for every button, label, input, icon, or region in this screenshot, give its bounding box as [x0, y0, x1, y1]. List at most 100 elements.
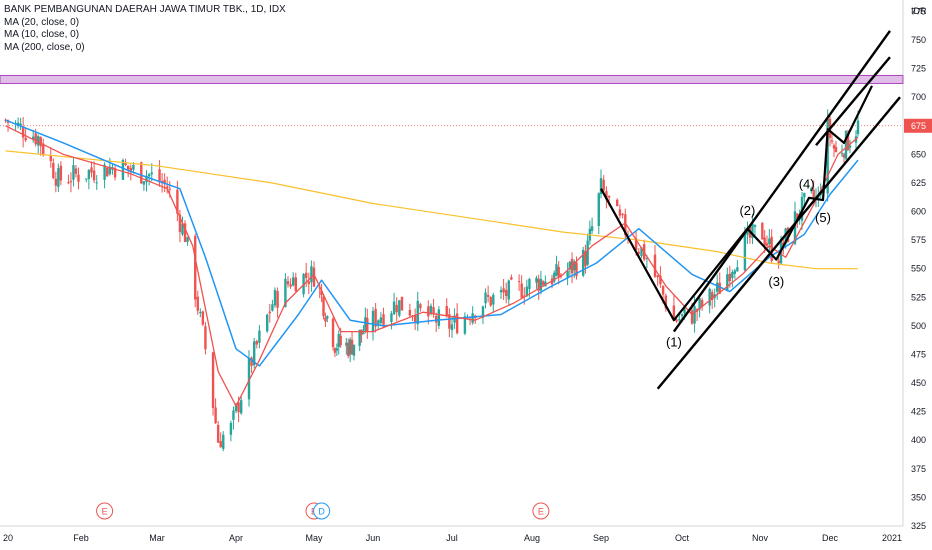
- candle-body: [222, 434, 225, 449]
- candle-body: [57, 168, 60, 187]
- candle-body: [194, 236, 197, 300]
- event-marker-4: [532, 502, 550, 520]
- candle-body: [445, 306, 448, 316]
- candle-body: [842, 154, 846, 158]
- candle-body: [535, 277, 538, 283]
- candle-body: [844, 131, 848, 159]
- price-tick: 700: [911, 92, 926, 102]
- candle-body: [786, 227, 790, 243]
- candle-body: [337, 334, 340, 348]
- candle-body: [147, 174, 151, 177]
- candle-body: [653, 254, 657, 277]
- event-marker-3: [313, 502, 331, 520]
- candle-body: [21, 126, 25, 138]
- price-tick: 350: [911, 492, 926, 502]
- candle-body: [832, 145, 836, 149]
- candle-body: [568, 261, 572, 270]
- candle-body: [416, 300, 419, 325]
- channel-line-1: [672, 30, 891, 333]
- price-tick: 750: [911, 35, 926, 45]
- candle-body: [307, 281, 310, 285]
- candle-body: [183, 223, 187, 242]
- time-tick: Jul: [446, 533, 458, 543]
- candle-body: [541, 281, 545, 285]
- candle-body: [377, 320, 380, 326]
- candle-body: [276, 291, 279, 308]
- candle-body: [126, 165, 130, 170]
- price-tick: 625: [911, 178, 926, 188]
- candle-body: [326, 316, 329, 319]
- candle-body: [320, 290, 323, 295]
- candle-body: [602, 179, 605, 191]
- candle-body: [374, 308, 377, 327]
- candle-body: [211, 352, 215, 408]
- time-tick: Jun: [366, 533, 381, 543]
- candle-body: [834, 147, 838, 152]
- candle-body: [624, 214, 627, 236]
- candle-body: [675, 319, 678, 322]
- candle-body: [489, 296, 492, 306]
- price-tick: 450: [911, 378, 926, 388]
- candle-body: [253, 341, 256, 366]
- wave-label-2: (2): [739, 203, 755, 218]
- candle-body: [607, 195, 611, 198]
- candle-body: [763, 237, 766, 246]
- candle-body: [103, 164, 106, 180]
- candle-body: [544, 281, 547, 287]
- candle-body: [796, 213, 799, 221]
- candle-body: [347, 342, 350, 356]
- candle-body: [731, 271, 734, 278]
- candle-body: [201, 311, 205, 325]
- candle-body: [24, 137, 27, 141]
- price-tick: 575: [911, 235, 926, 245]
- candle-body: [379, 317, 383, 324]
- price-tick: 325: [911, 521, 926, 531]
- candle-body: [67, 182, 70, 184]
- candle-body: [108, 166, 112, 175]
- candle-body: [39, 137, 42, 147]
- candle-body: [716, 282, 719, 292]
- candle-body: [768, 238, 771, 245]
- candle-body: [132, 164, 135, 170]
- candle-body: [145, 175, 148, 183]
- candle-body: [52, 162, 55, 179]
- candle-body: [255, 340, 258, 345]
- candle-body: [502, 288, 505, 293]
- candle-body: [19, 123, 22, 126]
- wave-label-1: (1): [666, 334, 682, 349]
- price-tick: 525: [911, 292, 926, 302]
- candle-body: [348, 339, 352, 355]
- candle-body: [395, 304, 398, 313]
- candle-body: [42, 143, 45, 155]
- candle-body: [163, 179, 166, 184]
- candle-body: [90, 167, 93, 173]
- candle-body: [92, 170, 96, 181]
- candle-body: [672, 305, 676, 320]
- candle-body: [680, 314, 684, 317]
- candle-body: [736, 267, 739, 272]
- candle-body: [463, 316, 467, 334]
- candle-body: [219, 441, 222, 448]
- candle-body: [247, 358, 251, 400]
- candle-body: [181, 223, 184, 235]
- time-tick: Apr: [229, 533, 243, 543]
- candle-body: [49, 155, 53, 162]
- candle-body: [199, 311, 202, 313]
- candle-body: [429, 305, 433, 314]
- candle-body: [698, 298, 701, 310]
- candle-body: [74, 168, 78, 174]
- candle-body: [826, 118, 829, 194]
- candle-body: [616, 199, 619, 207]
- resistance-zone: [0, 74, 904, 84]
- candle-body: [584, 251, 587, 267]
- candle-body: [504, 289, 508, 297]
- candle-body: [268, 311, 271, 314]
- candle-body: [324, 317, 327, 322]
- candle-body: [846, 133, 850, 151]
- candle-body: [31, 136, 35, 140]
- candle-body: [708, 288, 711, 306]
- candle-body: [812, 189, 815, 199]
- chart-legend: BANK PEMBANGUNAN DAERAH JAWA TIMUR TBK.,…: [4, 4, 286, 54]
- elliott-wave-path: [600, 85, 873, 322]
